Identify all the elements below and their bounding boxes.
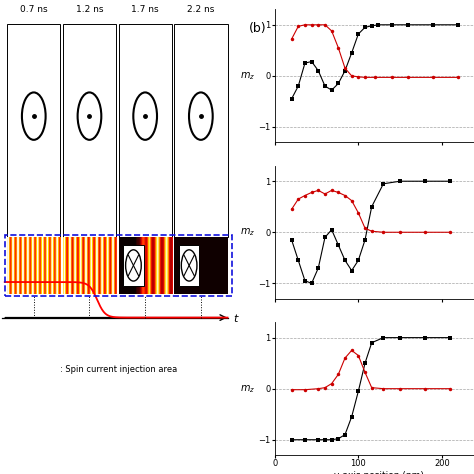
Bar [179, 245, 199, 286]
Bar [63, 24, 116, 237]
Y-axis label: $m_z$: $m_z$ [240, 227, 255, 238]
Text: 0.7 ns: 0.7 ns [20, 5, 47, 14]
Bar [7, 24, 61, 237]
Text: : Spin current injection area: : Spin current injection area [60, 365, 177, 374]
X-axis label: y-axis position (nm): y-axis position (nm) [334, 471, 424, 474]
Text: 2.2 ns: 2.2 ns [187, 5, 215, 14]
Y-axis label: $m_z$: $m_z$ [240, 383, 255, 394]
Y-axis label: $m_z$: $m_z$ [240, 70, 255, 82]
Bar [5, 235, 232, 296]
Text: $t$: $t$ [233, 311, 240, 324]
Text: 1.7 ns: 1.7 ns [131, 5, 159, 14]
Bar [123, 245, 144, 286]
Bar [118, 24, 172, 237]
Bar [174, 24, 228, 237]
Text: 1.2 ns: 1.2 ns [76, 5, 103, 14]
Text: (b): (b) [249, 22, 266, 35]
